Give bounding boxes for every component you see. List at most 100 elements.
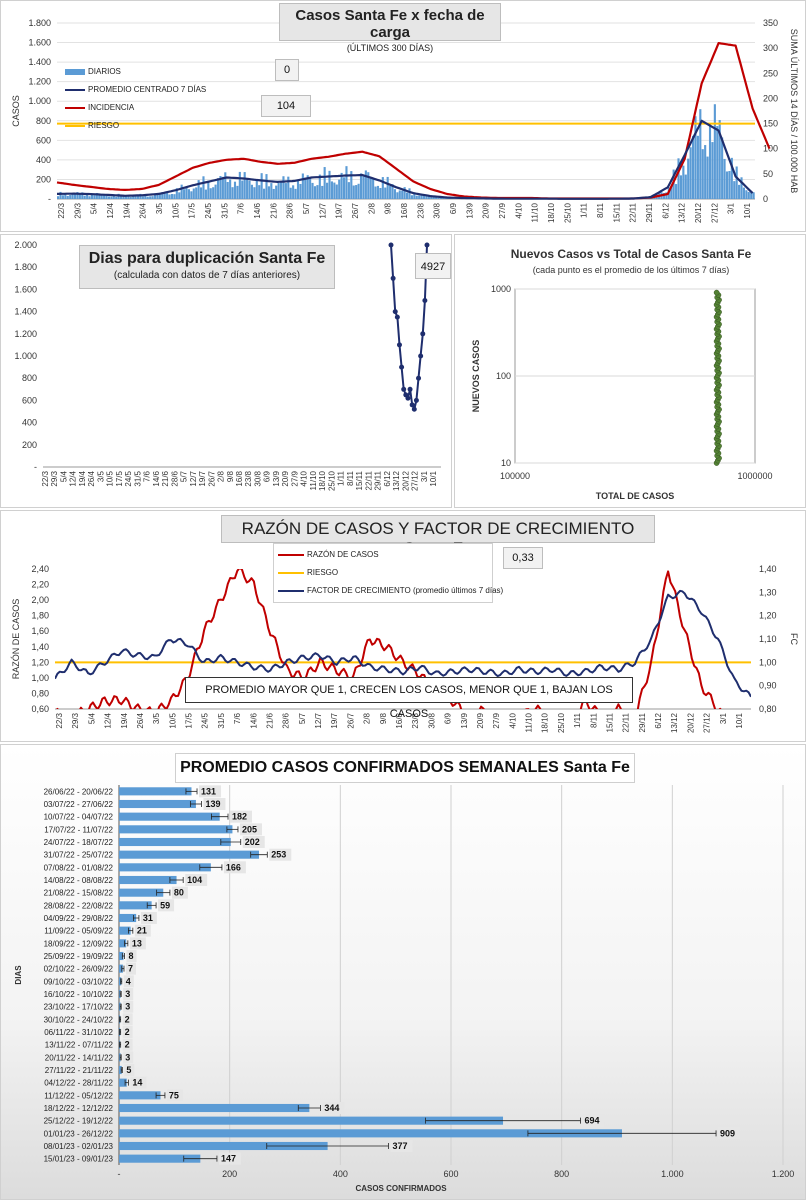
doubling-x-tick: 3/1 [420, 470, 429, 482]
weekly-value-label-bg [199, 785, 222, 798]
diarios-bar [432, 196, 435, 199]
ratio-x-tick: 19/4 [120, 712, 129, 728]
cases-y-tick: 1.600 [28, 38, 51, 48]
weekly-value-label-bg [122, 1038, 133, 1051]
diarios-bar [216, 178, 220, 199]
doubling-x-tick: 26/7 [207, 470, 216, 486]
ratio-callout: 0,33 [503, 547, 543, 569]
diarios-bar [345, 166, 348, 199]
diarios-bar [168, 194, 171, 199]
diarios-bar [316, 185, 319, 199]
diarios-callout: 0 [275, 59, 299, 81]
diarios-bar [100, 193, 103, 199]
cases-x-tick: 31/5 [220, 202, 229, 218]
ratio-x-tick: 6/12 [654, 712, 663, 728]
diarios-bar [238, 171, 241, 199]
diarios-bar [708, 123, 712, 199]
diarios-bar [110, 196, 113, 199]
cases-x-tick: 5/4 [90, 202, 99, 214]
doubling-x-tick: 14/6 [152, 470, 161, 486]
legend-fc-label: FACTOR DE CRECIMIENTO (promedio últimos … [307, 586, 504, 595]
ratio-x-tick: 17/5 [185, 712, 194, 728]
weekly-value-label-bg [218, 1152, 241, 1165]
weekly-bar [119, 964, 123, 973]
diarios-bar [328, 170, 331, 199]
scatter-y-tick: 10 [501, 458, 511, 468]
weekly-value-label-bg [718, 1127, 741, 1140]
diarios-bar [687, 158, 690, 199]
diarios-bar [59, 191, 62, 199]
diarios-bar [369, 177, 372, 199]
diarios-bar [311, 182, 314, 199]
diarios-bar [263, 188, 266, 199]
diarios-bar [207, 180, 210, 199]
diarios-bar [292, 185, 295, 199]
diarios-bar [170, 193, 174, 199]
cases-x-tick: 11/10 [531, 202, 540, 222]
diarios-bar [435, 196, 438, 199]
doubling-x-tick: 23/8 [244, 470, 253, 486]
ratio-y-tick: 1,40 [31, 642, 49, 652]
diarios-bar [716, 126, 719, 199]
weekly-category-label: 20/11/22 - 14/11/22 [45, 1053, 114, 1062]
diarios-bar [144, 194, 147, 199]
doubling-point [390, 275, 396, 281]
diarios-bar [122, 194, 125, 199]
diarios-bar [105, 195, 108, 199]
diarios-bar [98, 194, 101, 199]
ratio-y-tick: 1,20 [31, 657, 49, 667]
diarios-bar [93, 195, 96, 199]
legend-riesgo-ratio-swatch [278, 571, 304, 574]
cases-x-tick: 14/6 [253, 202, 262, 218]
weekly-value-label: 31 [143, 913, 153, 923]
weekly-value-label-bg [140, 912, 157, 924]
weekly-value-label-bg [230, 810, 253, 823]
weekly-value-label: 7 [128, 964, 133, 974]
doubling-x-tick: 30/8 [253, 470, 262, 486]
ratio-x-tick: 12/7 [314, 712, 323, 728]
weekly-x-tick: 600 [443, 1169, 458, 1179]
diarios-bar [386, 176, 389, 199]
diarios-bar [149, 196, 152, 199]
weekly-value-label: 202 [245, 837, 260, 847]
diarios-bar [372, 178, 375, 199]
diarios-bar [103, 194, 106, 199]
weekly-chart-title: PROMEDIO CASOS CONFIRMADOS SEMANALES San… [180, 759, 630, 776]
diarios-bar [279, 181, 283, 199]
diarios-bar [69, 195, 72, 199]
ratio-x-tick: 3/5 [152, 712, 161, 724]
weekly-value-label-bg [134, 924, 151, 937]
cases-x-tick: 30/8 [433, 202, 442, 218]
weekly-value-label: 3 [125, 989, 130, 999]
ratio-chart: 0,60 0,80 1,00 1,20 1,40 1,60 1,80 2,00 2,20 2,40… [11, 564, 799, 733]
weekly-value-label: 80 [174, 888, 184, 898]
ratio-x-tick: 6/9 [444, 712, 453, 724]
cases-x-tick: 4/10 [514, 202, 523, 218]
diarios-bar [187, 189, 190, 199]
weekly-value-label-bg [122, 1026, 133, 1038]
diarios-bar [318, 174, 321, 199]
cases-y-tick: - [48, 194, 51, 204]
weekly-category-label: 26/06/22 - 20/06/22 [44, 787, 114, 796]
ratio-x-tick: 2/8 [363, 712, 372, 724]
cases-x-tick: 22/3 [57, 202, 66, 218]
cases-chart-title: Casos Santa Fe x fecha de carga [295, 7, 485, 41]
weekly-bar [119, 977, 122, 986]
diarios-bar [107, 196, 111, 199]
legend-promedio-swatch [65, 88, 85, 91]
cases-x-tick: 13/12 [678, 202, 687, 223]
ratio-x-tick: 25/10 [557, 712, 566, 733]
diarios-bar [209, 188, 212, 199]
diarios-bar [66, 195, 69, 199]
diarios-bar [212, 187, 215, 199]
doubling-y-tick: - [34, 462, 37, 472]
cases-x-tick: 19/7 [335, 202, 344, 218]
diarios-bar [689, 147, 692, 199]
diarios-bar [694, 116, 697, 199]
weekly-chart: - 200 400 600 800 1.000 1.200 CASOS CONFIRMADOS… [14, 785, 794, 1193]
weekly-value-label: 147 [221, 1154, 236, 1164]
weekly-bar [119, 1141, 328, 1151]
cases-x-tick: 6/12 [661, 202, 670, 218]
weekly-category-label: 23/10/22 - 17/10/22 [44, 1003, 114, 1012]
fc-line [55, 589, 751, 698]
